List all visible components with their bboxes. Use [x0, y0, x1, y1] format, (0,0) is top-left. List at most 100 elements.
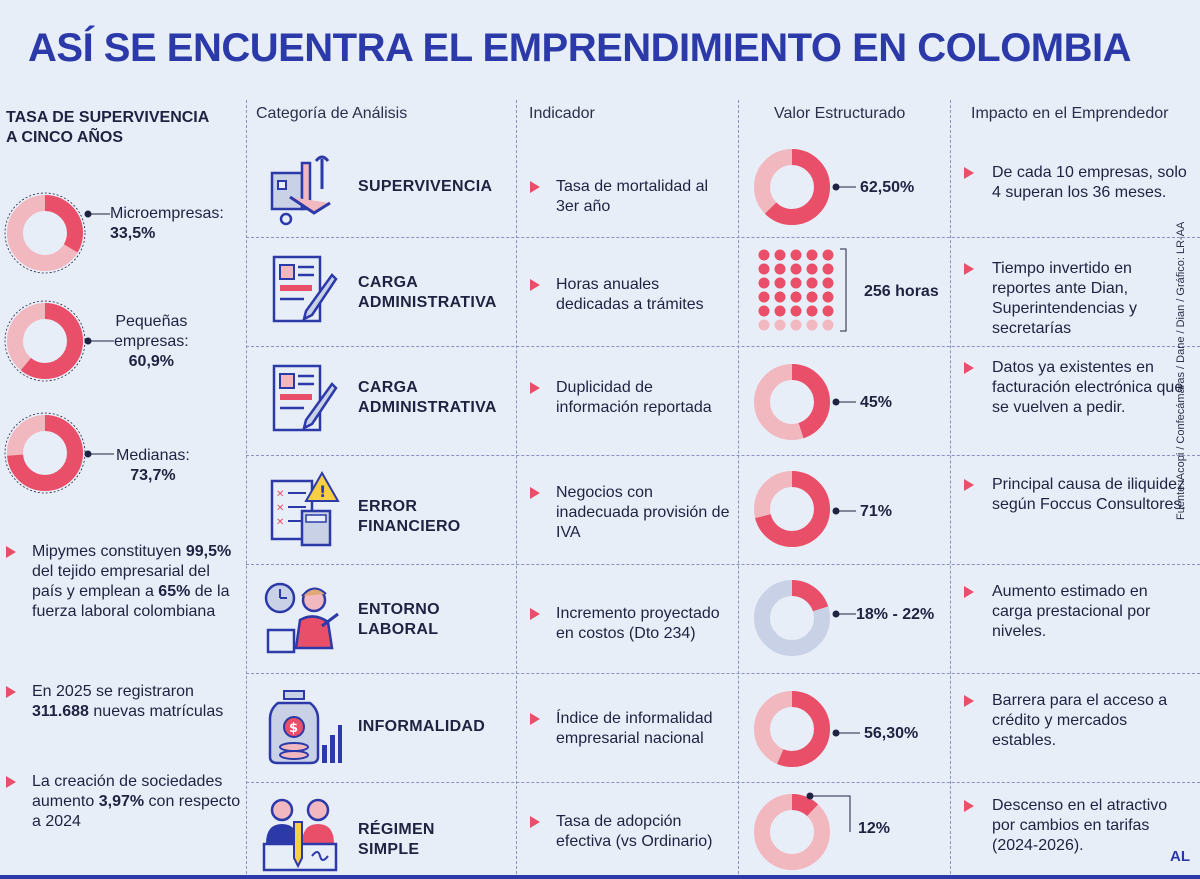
category-label: INFORMALIDAD [358, 718, 486, 735]
value-donut [754, 471, 830, 547]
table-row: $ INFORMALIDAD Índice de informalidad em… [246, 673, 1200, 782]
connector [806, 792, 851, 832]
bullet-triangle-icon [964, 167, 974, 179]
row-divider [246, 673, 1200, 674]
donut-pequenas [4, 300, 86, 382]
donut-microempresas [4, 192, 86, 274]
value-label: 18% - 22% [856, 606, 935, 623]
category-label: CARGA ADMINISTRATIVA [358, 379, 497, 416]
hour-dot [806, 319, 818, 331]
source-note: Fuente: Acopi / Confecámaras / Dane / Di… [1175, 221, 1187, 520]
svg-text:$: $ [289, 721, 298, 736]
value-donut [754, 580, 830, 656]
hour-dot [774, 277, 786, 289]
hour-dot [758, 305, 770, 317]
svg-text:✕: ✕ [276, 517, 284, 528]
value-donut [754, 691, 830, 767]
indicator-text: Horas anuales dedicadas a trámites [530, 275, 730, 315]
svg-text:✕: ✕ [276, 489, 284, 500]
bullet-triangle-icon [530, 816, 540, 828]
hour-dot [806, 249, 818, 261]
indicator-text: Incremento proyectado en costos (Dto 234… [530, 604, 730, 644]
header-indicador: Indicador [529, 105, 595, 122]
value-label: 71% [860, 503, 893, 520]
hour-dot [806, 277, 818, 289]
value-label: 45% [860, 394, 893, 411]
hour-dot [822, 249, 834, 261]
hour-dot [790, 319, 802, 331]
category-label: CARGA ADMINISTRATIVA [358, 274, 497, 311]
impact-text: Barrera para el acceso a crédito y merca… [964, 691, 1190, 751]
header-categoria: Categoría de Análisis [256, 105, 408, 122]
hour-dot [790, 249, 802, 261]
bullet-triangle-icon [964, 800, 974, 812]
logo-text: AL [1170, 848, 1190, 865]
connector [84, 210, 110, 218]
hour-dot [758, 319, 770, 331]
hour-dot [790, 263, 802, 275]
impact-text: Tiempo invertido en reportes ante Dian, … [964, 259, 1190, 339]
bullet-triangle-icon [964, 479, 974, 491]
connector [832, 398, 856, 406]
header-impacto: Impacto en el Emprendedor [971, 105, 1169, 122]
hour-dot [758, 291, 770, 303]
header-valor: Valor Estructurado [774, 105, 906, 122]
value-label: 62,50% [860, 179, 915, 196]
worker-clock-icon [264, 582, 339, 654]
row-divider [246, 346, 1200, 347]
people-pencil-icon [262, 798, 338, 872]
checklist-warning-icon: ✕ ✕ ✕ ! [270, 470, 340, 547]
hour-dot [774, 305, 786, 317]
value-donut [754, 364, 830, 440]
table-row: CARGA ADMINISTRATIVA Duplicidad de infor… [246, 346, 1200, 455]
document-sign-icon [272, 364, 338, 432]
bottom-bar [0, 875, 1200, 879]
impact-text: Descenso en el atractivo por cambios en … [964, 796, 1190, 856]
donut-label-microempresas: Microempresas: 33,5% [110, 205, 224, 242]
value-label: 56,30% [864, 725, 919, 742]
indicator-text: Tasa de mortalidad al 3er año [530, 177, 730, 217]
bullet-triangle-icon [964, 362, 974, 374]
bullet-triangle-icon [530, 382, 540, 394]
left-heading: TASA DE SUPERVIVENCIA A CINCO AÑOS [6, 109, 210, 146]
hour-dot [822, 277, 834, 289]
table-row: ✕ ✕ ✕ ! ERROR FINANCIERO Negocios con in… [246, 455, 1200, 564]
bullet-sociedades: La creación de sociedades aumento 3,97% … [6, 772, 242, 832]
hour-dot [774, 291, 786, 303]
table-row: ENTORNO LABORAL Incremento proyectado en… [246, 564, 1200, 673]
bullet-triangle-icon [530, 608, 540, 620]
column-divider [738, 100, 739, 879]
page-title: ASÍ SE ENCUENTRA EL EMPRENDIMIENTO EN CO… [28, 26, 1132, 70]
column-divider [516, 100, 517, 879]
hour-dot [790, 291, 802, 303]
value-donut [754, 149, 830, 225]
row-divider [246, 782, 1200, 783]
value-donut [754, 794, 830, 870]
table-row: SUPERVIVENCIA Tasa de mortalidad al 3er … [246, 137, 1200, 237]
connector [84, 450, 114, 458]
hour-dot [822, 263, 834, 275]
hour-dot [822, 305, 834, 317]
table-row: CARGA ADMINISTRATIVA Horas anuales dedic… [246, 237, 1200, 346]
connector [84, 337, 114, 345]
category-label: ERROR FINANCIERO [358, 498, 461, 535]
bullet-triangle-icon [964, 586, 974, 598]
donut-label-medianas: Medianas: 73,7% [116, 447, 190, 484]
bullet-triangle-icon [6, 546, 16, 558]
category-label: ENTORNO LABORAL [358, 601, 440, 638]
hour-dot [822, 319, 834, 331]
hour-dot [822, 291, 834, 303]
bullet-triangle-icon [530, 713, 540, 725]
svg-text:!: ! [319, 482, 326, 501]
money-jar-icon: $ [268, 690, 342, 765]
bullet-triangle-icon [530, 279, 540, 291]
hour-dot [774, 263, 786, 275]
column-divider [246, 100, 247, 879]
hour-dot [806, 263, 818, 275]
connector [832, 610, 856, 618]
connector [832, 729, 860, 737]
value-label: 12% [858, 820, 891, 837]
svg-text:✕: ✕ [276, 503, 284, 514]
bullet-mipymes: Mipymes constituyen 99,5% del tejido emp… [6, 542, 242, 622]
indicator-text: Tasa de adopción efectiva (vs Ordinario) [530, 812, 730, 852]
